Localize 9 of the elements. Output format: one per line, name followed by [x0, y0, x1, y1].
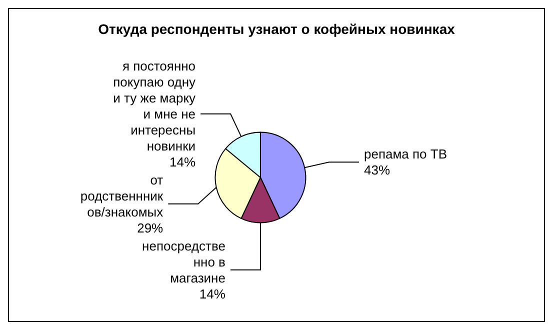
- data-label: 43%: [364, 162, 390, 178]
- slice-label: репама по ТВ: [364, 146, 448, 162]
- chart-title: Откуда респонденты узнают о кофейных новинках: [98, 21, 456, 37]
- data-label: 14%: [170, 154, 196, 170]
- data-label: 29%: [137, 220, 164, 236]
- slice-label: я постоянно покупаю одну и ту же марку и мне не интересны новинки: [113, 58, 196, 154]
- slice-label: от родственнник ов/знакомых: [80, 172, 164, 220]
- data-label: 14%: [199, 286, 226, 302]
- slice-label: непосредстве нно в магазине: [142, 238, 226, 286]
